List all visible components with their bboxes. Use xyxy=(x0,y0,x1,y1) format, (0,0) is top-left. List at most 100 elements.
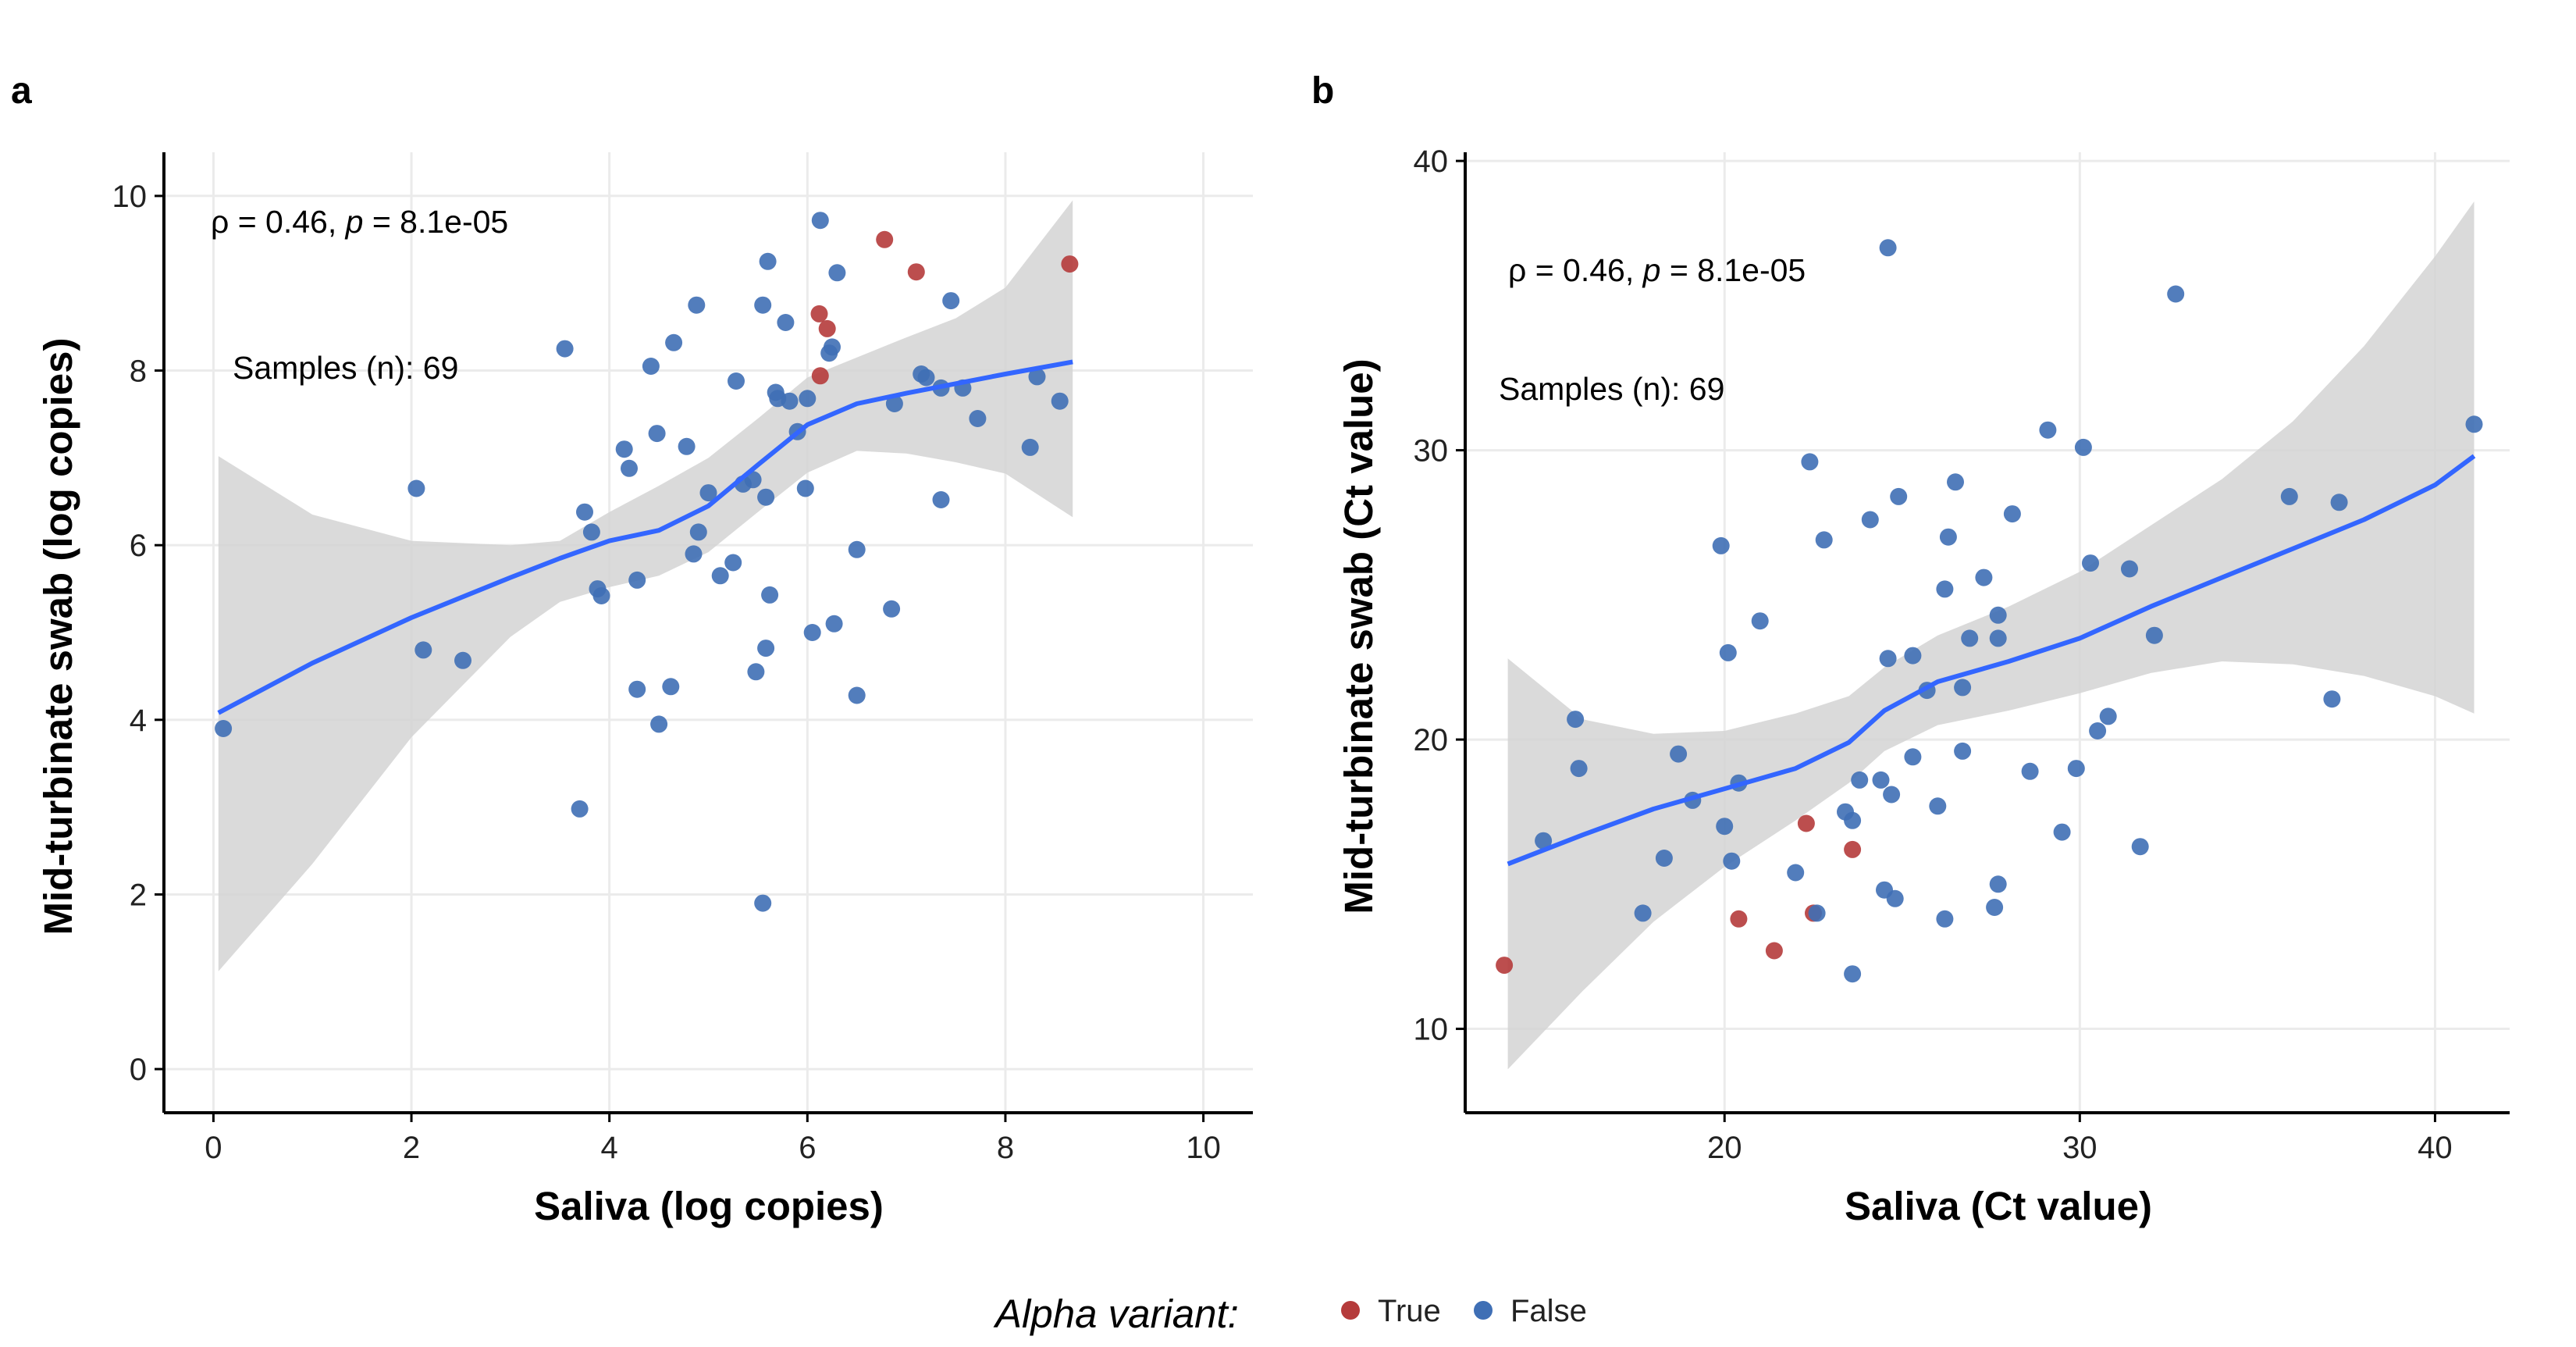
y-axis-title-b: Mid-turbinate swab (Ct value) xyxy=(1336,358,1381,914)
y-tick-label-b: 30 xyxy=(1414,434,1449,469)
point-false-a xyxy=(576,503,593,521)
point-false-a xyxy=(885,395,903,412)
y-tick-label-b: 40 xyxy=(1414,144,1449,179)
point-false-a xyxy=(820,344,838,362)
point-false-b xyxy=(1989,629,2007,647)
point-false-b xyxy=(1936,580,1954,598)
point-false-b xyxy=(1723,852,1741,870)
y-axis-title-a: Mid-turbinate swab (log copies) xyxy=(36,337,80,935)
point-false-b xyxy=(1815,531,1833,549)
point-false-a xyxy=(917,369,935,387)
point-false-b xyxy=(1844,811,1862,829)
point-false-b xyxy=(1634,904,1652,922)
point-true-a xyxy=(818,319,836,337)
y-tick-label-b: 10 xyxy=(1414,1013,1449,1047)
legend-key-false xyxy=(1474,1301,1493,1320)
point-false-b xyxy=(1939,528,1957,546)
legend: Alpha variant: True False xyxy=(993,1292,1587,1336)
point-false-a xyxy=(642,358,660,375)
y-tick-label-a: 2 xyxy=(130,878,147,912)
point-false-b xyxy=(2074,438,2092,456)
y-tick-label-a: 10 xyxy=(112,180,148,214)
point-false-b xyxy=(1712,536,1730,554)
x-tick-label-b: 30 xyxy=(2062,1131,2097,1165)
point-false-a xyxy=(648,425,666,443)
point-false-a xyxy=(825,615,843,633)
legend-label-false: False xyxy=(1510,1294,1587,1328)
point-false-a xyxy=(615,440,633,458)
point-true-a xyxy=(907,263,925,281)
x-axis-title-a: Saliva (log copies) xyxy=(534,1184,884,1228)
point-false-a xyxy=(754,894,772,912)
point-false-b xyxy=(1872,771,1890,789)
point-false-a xyxy=(848,540,866,558)
x-tick-label-a: 0 xyxy=(205,1131,222,1165)
point-false-a xyxy=(621,459,638,477)
x-axis-title-b: Saliva (Ct value) xyxy=(1845,1184,2152,1228)
point-false-b xyxy=(2089,722,2107,739)
point-false-a xyxy=(1051,392,1069,410)
point-false-b xyxy=(2131,838,2149,856)
point-false-a xyxy=(215,720,233,737)
correlation-annotation-b: ρ = 0.46, p = 8.1e-05 xyxy=(1508,252,1806,288)
x-tick-label-a: 6 xyxy=(799,1131,816,1165)
point-false-a xyxy=(796,479,814,497)
correlation-annotation-a: ρ = 0.46, p = 8.1e-05 xyxy=(211,204,508,240)
point-false-a xyxy=(650,715,668,733)
point-false-a xyxy=(571,800,589,818)
point-false-a xyxy=(761,586,779,604)
point-false-b xyxy=(1936,910,1954,928)
panel-label-b: b xyxy=(1311,70,1334,112)
point-true-b xyxy=(1765,942,1783,960)
point-false-b xyxy=(1961,629,1979,647)
point-false-a xyxy=(757,488,775,506)
point-false-a xyxy=(678,437,696,455)
point-false-b xyxy=(2145,626,2163,644)
point-false-a xyxy=(759,252,777,270)
point-false-a xyxy=(689,523,707,541)
point-false-a xyxy=(665,333,683,351)
point-false-b xyxy=(1883,786,1901,804)
point-false-a xyxy=(628,571,646,589)
point-false-b xyxy=(1947,473,1964,491)
point-false-a xyxy=(942,292,960,310)
legend-key-true xyxy=(1341,1301,1360,1320)
point-false-a xyxy=(662,678,680,696)
y-tick-label-a: 0 xyxy=(130,1053,147,1087)
point-false-a xyxy=(582,523,600,541)
y-tick-label-a: 8 xyxy=(130,355,147,389)
point-false-a xyxy=(883,600,901,618)
point-true-a xyxy=(1061,255,1079,273)
point-false-a xyxy=(803,624,821,641)
point-false-b xyxy=(1716,818,1734,836)
x-tick-label-a: 8 xyxy=(997,1131,1014,1165)
legend-title: Alpha variant: xyxy=(993,1292,1239,1336)
y-tick-label-a: 6 xyxy=(130,529,147,563)
x-tick-label-b: 20 xyxy=(1707,1131,1742,1165)
x-tick-label-a: 2 xyxy=(403,1131,420,1165)
point-false-b xyxy=(1801,453,1819,471)
point-true-b xyxy=(1844,840,1862,858)
point-false-a xyxy=(828,264,846,282)
point-false-b xyxy=(1655,850,1673,867)
point-true-a xyxy=(811,367,829,385)
point-false-a xyxy=(592,587,610,604)
point-false-a xyxy=(699,484,717,502)
point-false-b xyxy=(2039,421,2057,439)
point-false-b xyxy=(1570,760,1588,778)
point-false-b xyxy=(2330,494,2348,511)
point-false-b xyxy=(2323,690,2341,708)
point-false-b xyxy=(1844,965,1862,983)
point-false-b xyxy=(1986,899,2004,916)
point-false-b xyxy=(2167,285,2185,303)
point-false-a xyxy=(711,567,729,585)
point-false-b xyxy=(1567,711,1585,729)
point-false-b xyxy=(2082,554,2099,572)
point-false-b xyxy=(1751,612,1769,630)
point-false-b xyxy=(1904,748,1922,766)
plot-panel-a: 0 2 4 6 8 10 0 2 4 6 8 10 xyxy=(112,152,1253,1165)
y-tick-label-b: 20 xyxy=(1414,723,1449,757)
point-false-b xyxy=(2053,823,2071,841)
samples-annotation-b: Samples (n): 69 xyxy=(1499,371,1724,407)
confidence-ribbon-a xyxy=(218,200,1073,971)
